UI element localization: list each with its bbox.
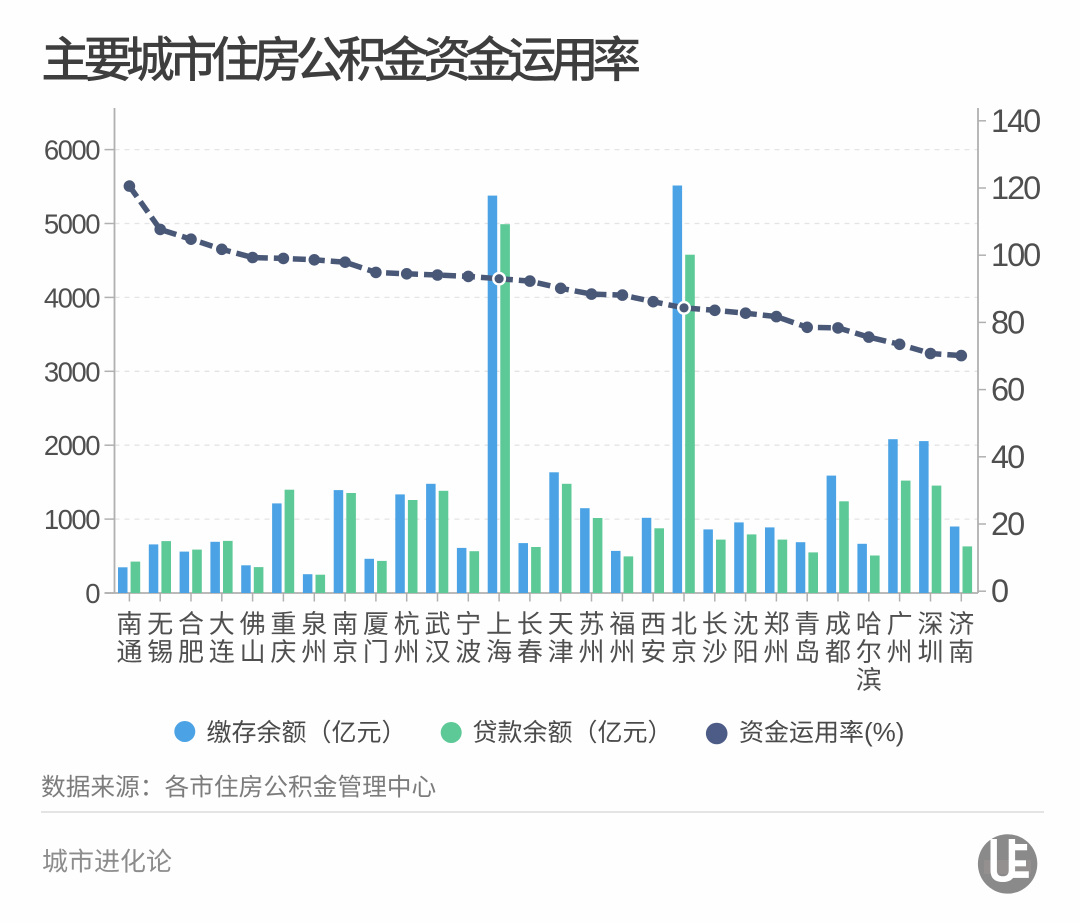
svg-text:100: 100 <box>991 237 1040 273</box>
svg-text:80: 80 <box>991 304 1024 340</box>
svg-text:60: 60 <box>991 372 1024 408</box>
svg-text:4000: 4000 <box>44 282 100 313</box>
svg-text:1000: 1000 <box>44 504 100 535</box>
svg-text:20: 20 <box>991 506 1024 542</box>
svg-text:5000: 5000 <box>44 209 100 240</box>
svg-text:3000: 3000 <box>44 356 100 387</box>
svg-text:40: 40 <box>991 439 1024 475</box>
svg-text:(%): (%) <box>864 717 904 747</box>
svg-text:6000: 6000 <box>44 135 100 166</box>
svg-text:120: 120 <box>991 170 1040 206</box>
svg-text:140: 140 <box>991 103 1040 139</box>
svg-text:2000: 2000 <box>44 430 100 461</box>
svg-text:0: 0 <box>85 578 100 609</box>
svg-text:0: 0 <box>991 573 1008 609</box>
